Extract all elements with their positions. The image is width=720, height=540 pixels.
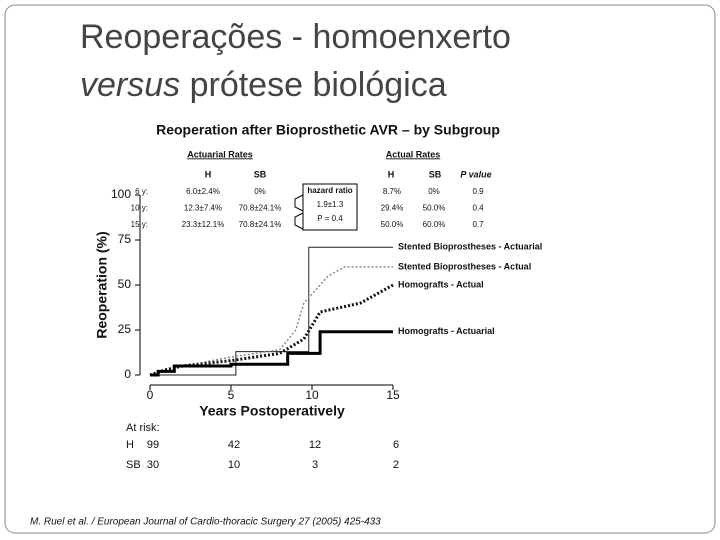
table-cell: 60.0% [423, 220, 446, 229]
table-header: Actuarial Rates [187, 149, 253, 159]
y-tick-label: 50 [118, 277, 132, 291]
chart-title: Reoperation after Bioprosthetic AVR – by… [156, 122, 500, 138]
legend-label: Homografts - Actuarial [398, 326, 495, 336]
at-risk-count: 6 [393, 439, 399, 451]
table-cell: 0% [254, 187, 266, 196]
at-risk-count: 3 [312, 459, 318, 471]
x-tick-label: 10 [305, 388, 319, 402]
at-risk-count: 10 [228, 459, 240, 471]
at-risk-count: 30 [147, 459, 159, 471]
at-risk-group: SB [126, 459, 141, 471]
y-axis-label: Reoperation (%) [94, 231, 110, 338]
at-risk-count: 2 [393, 459, 399, 471]
y-tick-label: 25 [118, 322, 132, 336]
legend-label: Stented Bioprostheses - Actuarial [398, 242, 542, 252]
table-cell: 23.3±12.1% [182, 220, 225, 229]
table-cell: 70.8±24.1% [239, 204, 282, 213]
table-cell: 0% [428, 187, 440, 196]
hazard-text: hazard ratio [307, 186, 352, 195]
table-cell: 29.4% [381, 204, 404, 213]
table-cell: 0.9 [472, 187, 484, 196]
title-italic: versus [80, 66, 180, 104]
at-risk-count: 12 [309, 439, 321, 451]
table-cell: 10 y: [131, 204, 148, 213]
slide-title-line2: versus prótese biológica [80, 66, 447, 104]
table-column-head: H [205, 169, 212, 179]
hazard-box [302, 183, 358, 231]
hazard-brackets [294, 194, 304, 230]
y-tick-label: 75 [118, 232, 132, 246]
citation: M. Ruel et al. / European Journal of Car… [30, 517, 381, 528]
slide-frame [4, 4, 716, 534]
hazard-text: 1.9±1.3 [317, 200, 344, 209]
x-tick-label: 15 [386, 388, 400, 402]
legend-label: Homografts - Actual [398, 279, 484, 289]
x-axis-label: Years Postoperatively [199, 403, 345, 419]
table-cell: 6 y: [135, 187, 148, 196]
at-risk-label: At risk: [126, 422, 160, 434]
table-column-head: H [388, 169, 395, 179]
table-cell: 0.7 [472, 220, 484, 229]
series-line [150, 330, 393, 377]
hazard-text: P = 0.4 [317, 214, 343, 223]
y-tick-label: 100 [111, 187, 131, 201]
table-cell: 0.4 [472, 204, 484, 213]
table-cell: 15 y: [131, 220, 148, 229]
at-risk-count: 42 [228, 439, 240, 451]
title-rest: prótese biológica [180, 66, 447, 104]
table-cell: 50.0% [381, 220, 404, 229]
table-cell: 70.8±24.1% [239, 220, 282, 229]
table-cell: 12.3±7.4% [184, 204, 222, 213]
table-cell: 8.7% [383, 187, 401, 196]
x-tick-label: 5 [228, 388, 235, 402]
table-cell: 50.0% [423, 204, 446, 213]
table-column-head: SB [254, 169, 267, 179]
table-cell: 6.0±2.4% [186, 187, 220, 196]
table-header: Actual Rates [386, 149, 441, 159]
legend-label: Stented Bioprostheses - Actual [398, 261, 531, 271]
table-column-head: P value [460, 169, 491, 179]
y-tick-label: 0 [124, 367, 131, 381]
at-risk-count: 99 [147, 439, 159, 451]
table-column-head: SB [429, 169, 442, 179]
at-risk-group: H [126, 439, 134, 451]
x-tick-label: 0 [147, 388, 154, 402]
slide-title-line1: Reoperações - homoenxerto [80, 18, 511, 56]
